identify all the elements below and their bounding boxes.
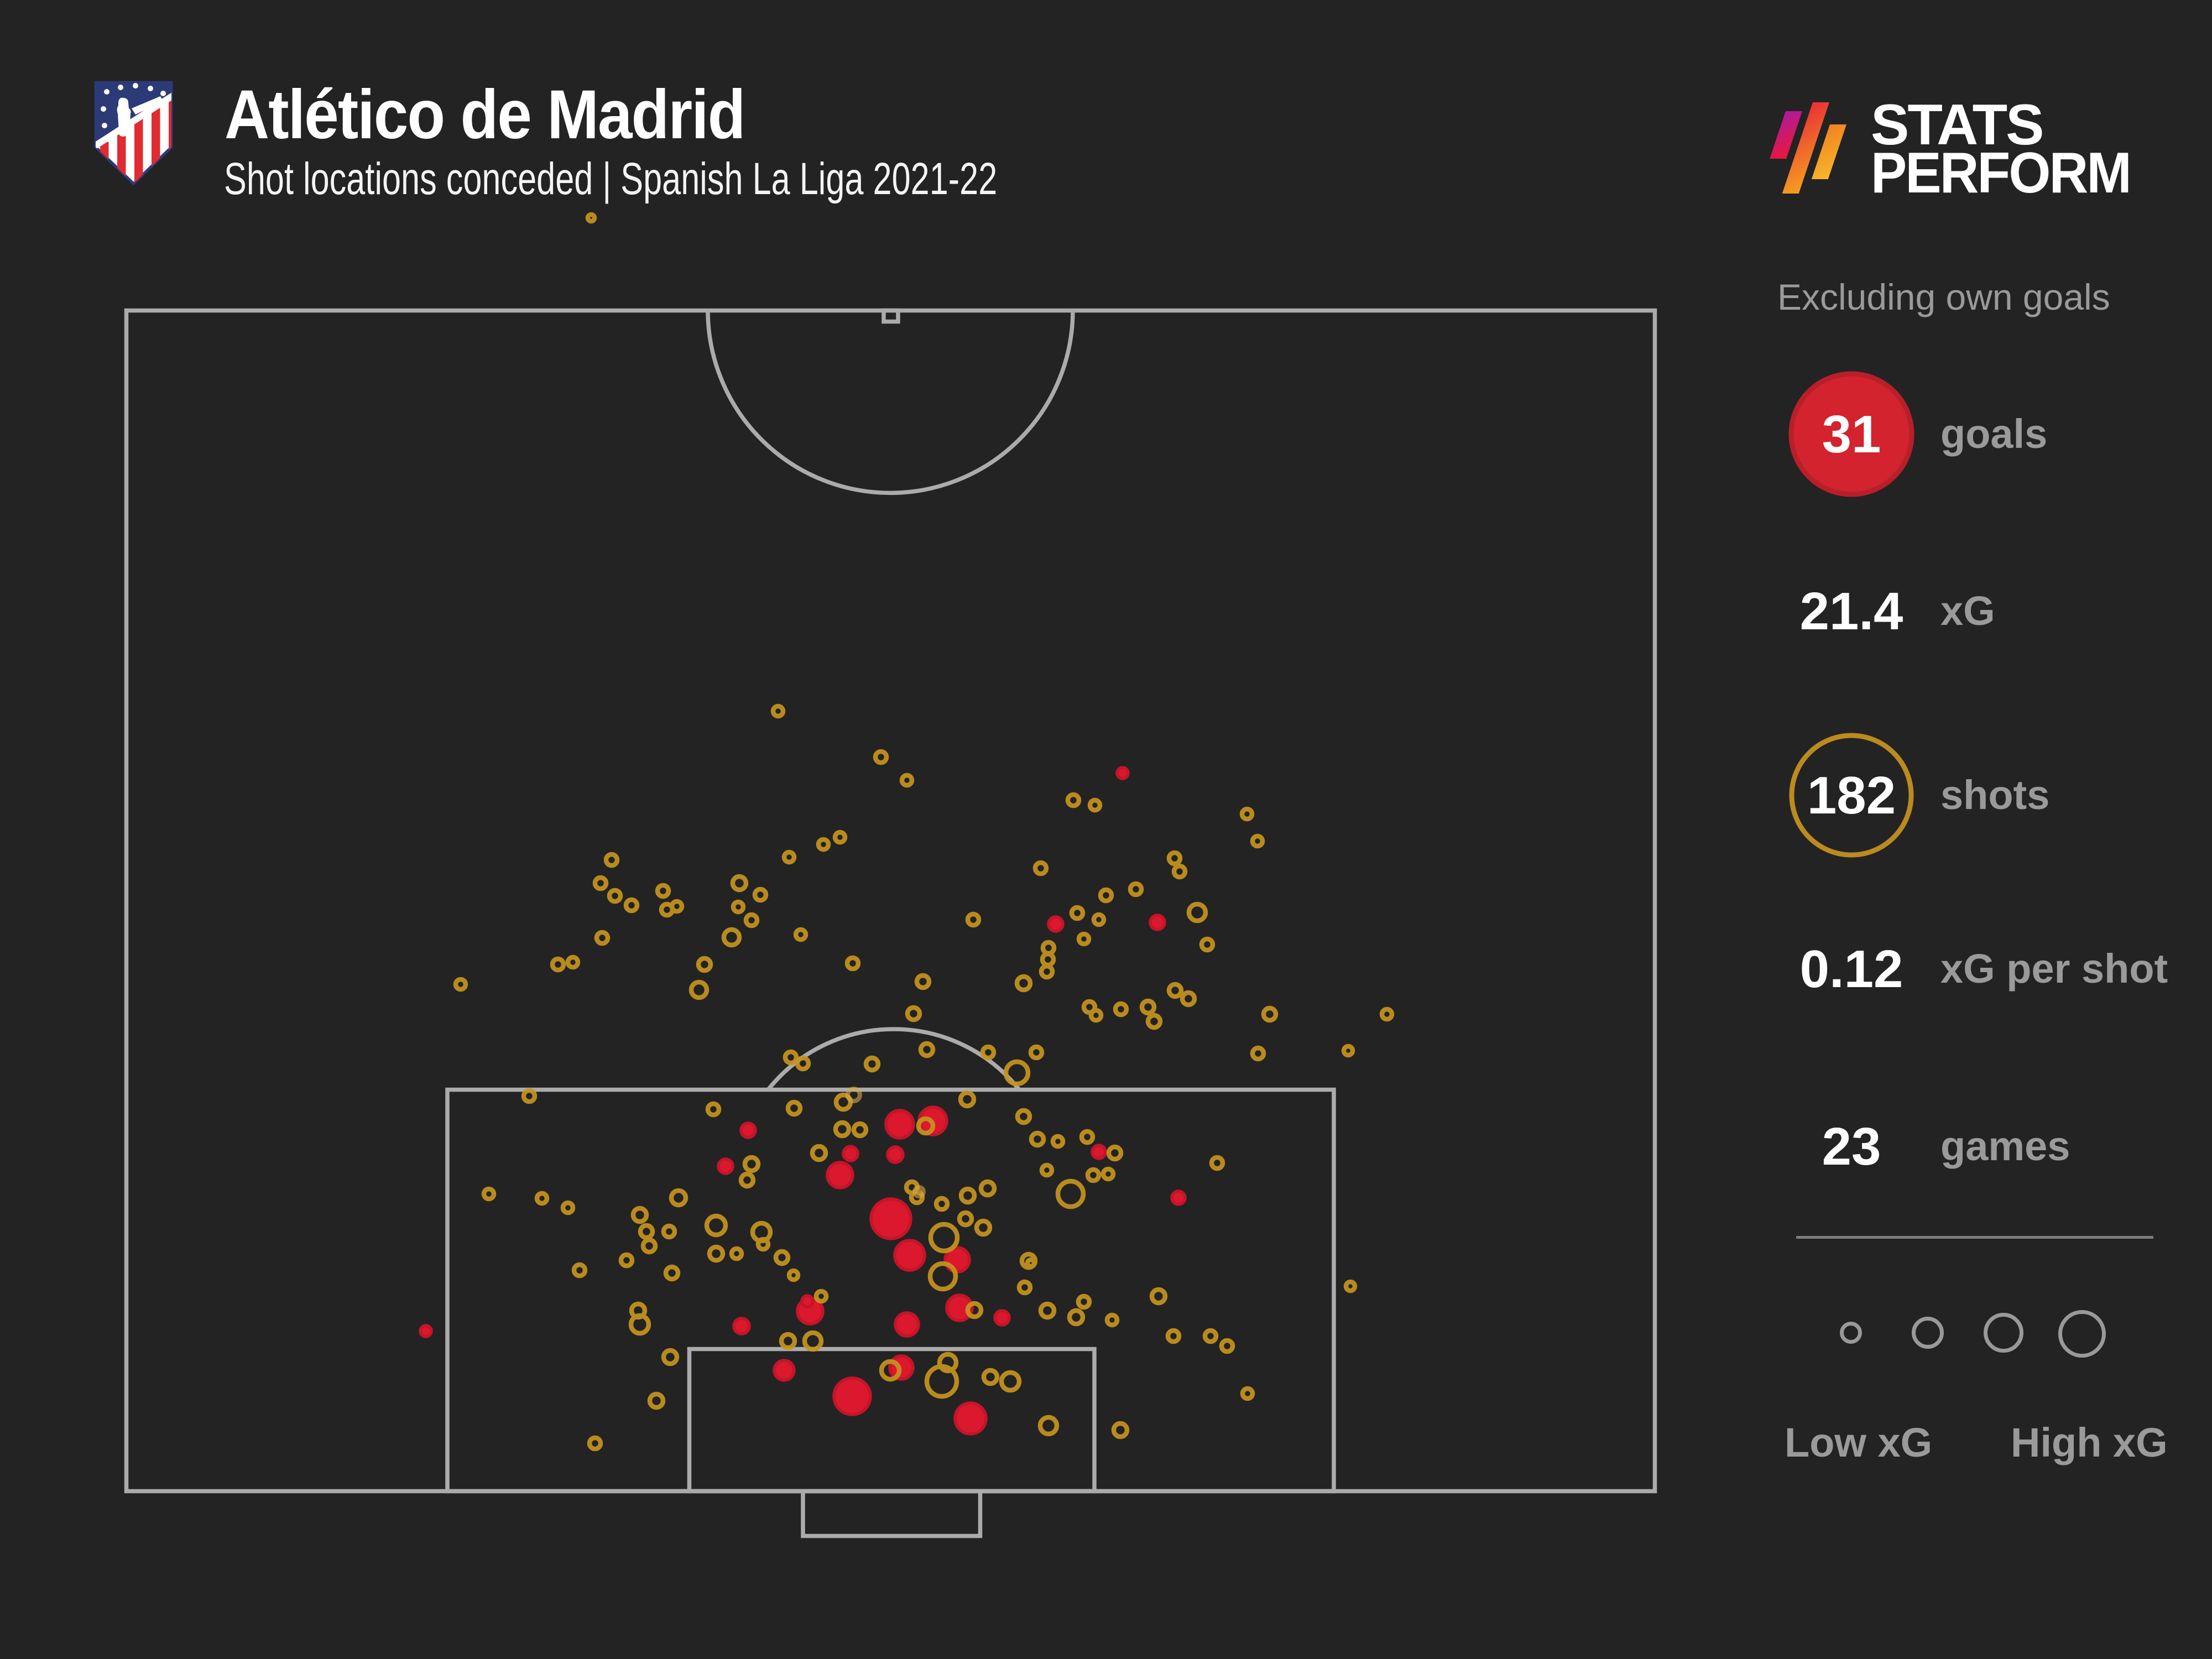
svg-text:0.12: 0.12 [1800,940,1903,999]
svg-text:Low xG: Low xG [1785,1420,1932,1465]
svg-text:21.4: 21.4 [1800,582,1903,641]
svg-text:31: 31 [1822,405,1881,464]
svg-text:High xG: High xG [2011,1420,2168,1465]
svg-text:Excluding own goals: Excluding own goals [1777,276,2110,317]
svg-text:shots: shots [1940,772,2049,818]
svg-text:182: 182 [1807,766,1896,825]
svg-text:PERFORM: PERFORM [1871,141,2130,205]
svg-text:games: games [1940,1123,2070,1169]
svg-text:23: 23 [1822,1117,1881,1176]
svg-text:Atlético de Madrid: Atlético de Madrid [225,76,744,153]
svg-text:goals: goals [1940,411,2047,457]
svg-text:Shot locations conceded | Span: Shot locations conceded | Spanish La Lig… [224,153,997,204]
svg-text:xG per shot: xG per shot [1940,946,2168,992]
svg-text:xG: xG [1940,588,1995,634]
svg-text:STATS: STATS [1871,93,2042,157]
